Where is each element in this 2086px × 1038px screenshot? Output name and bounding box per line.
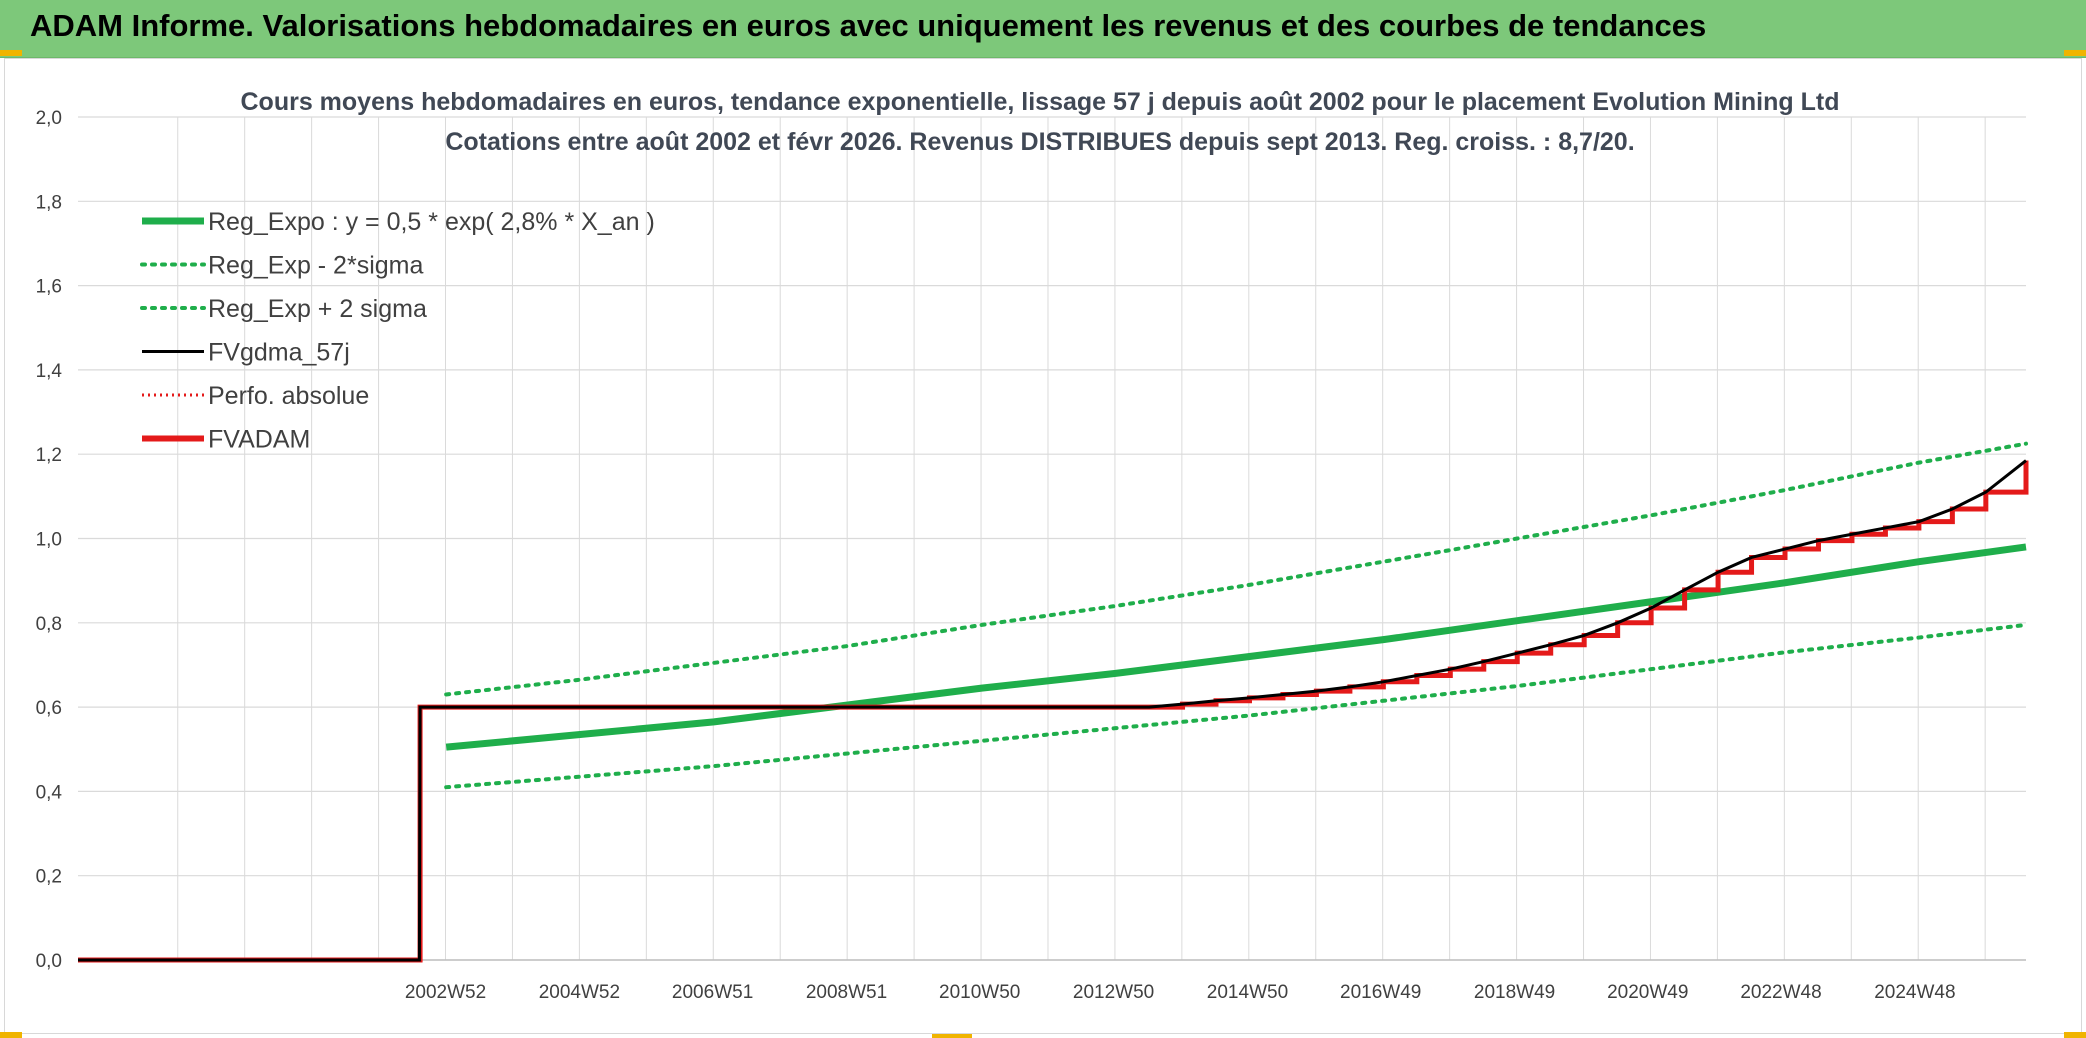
y-tick-label: 2,0 <box>36 108 62 129</box>
x-tick-label: 2024W48 <box>1874 982 1955 1003</box>
corner-marker <box>0 50 22 56</box>
corner-marker <box>2064 50 2086 56</box>
y-tick-label: 1,6 <box>36 277 62 298</box>
x-axis: 2002W52 2004W52 2006W51 2008W51 2010W50 2012W… <box>78 959 2026 1003</box>
y-axis: 0,0 0,2 0,4 0,6 0,8 1,0 1,2 1,4 1,6 1,8 2,0 <box>36 108 63 972</box>
x-tick-label: 2010W50 <box>939 982 1020 1003</box>
x-tick-label: 2002W52 <box>405 982 486 1003</box>
series-line <box>444 622 2028 790</box>
y-tick-label: 1,0 <box>36 530 62 551</box>
x-tick-label: 2018W49 <box>1474 982 1555 1003</box>
x-tick-label: 2014W50 <box>1207 982 1288 1003</box>
corner-marker <box>932 1034 972 1038</box>
legend: Reg_Expo : y = 0,5 * exp( 2,8% * X_an ) R… <box>140 208 655 454</box>
y-tick-label: 1,8 <box>36 192 62 213</box>
corner-marker <box>0 1032 22 1038</box>
y-tick-label: 0,6 <box>36 698 62 719</box>
series-lines <box>78 441 2029 963</box>
grid-lines <box>78 116 2026 961</box>
legend-label: Reg_Exp + 2 sigma <box>208 295 427 323</box>
chart-frame <box>4 58 2082 1034</box>
chart-title: Cours moyens hebdomadaires en euros, ten… <box>241 88 1840 116</box>
series-line <box>78 459 2027 962</box>
legend-label: FVgdma_57j <box>208 339 350 367</box>
legend-label: FVADAM <box>208 426 310 454</box>
legend-label: Reg_Expo : y = 0,5 * exp( 2,8% * X_an ) <box>208 208 655 236</box>
series-line <box>444 441 2028 697</box>
series-line <box>445 543 2027 751</box>
y-tick-label: 0,2 <box>36 867 62 888</box>
x-tick-label: 2016W49 <box>1340 982 1421 1003</box>
legend-label: Reg_Exp - 2*sigma <box>208 252 423 280</box>
y-tick-label: 0,8 <box>36 614 62 635</box>
x-tick-label: 2012W50 <box>1073 982 1154 1003</box>
y-tick-label: 0,4 <box>36 782 63 803</box>
series-line <box>78 460 2029 963</box>
x-tick-label: 2020W49 <box>1607 982 1688 1003</box>
y-tick-label: 1,4 <box>36 361 63 382</box>
y-tick-label: 0,0 <box>36 951 62 972</box>
y-tick-label: 1,2 <box>36 445 62 466</box>
chart-subtitle: Cotations entre août 2002 et févr 2026. … <box>445 128 1634 156</box>
legend-label: Perfo. absolue <box>208 382 369 410</box>
x-tick-label: 2004W52 <box>539 982 620 1003</box>
x-tick-label: 2022W48 <box>1740 982 1821 1003</box>
x-tick-label: 2006W51 <box>672 982 753 1003</box>
x-tick-label: 2008W51 <box>806 982 887 1003</box>
corner-marker <box>2064 1032 2086 1038</box>
page-title: ADAM Informe. Valorisations hebdomadaire… <box>30 8 1707 43</box>
header-bar: ADAM Informe. Valorisations hebdomadaire… <box>0 0 2086 58</box>
